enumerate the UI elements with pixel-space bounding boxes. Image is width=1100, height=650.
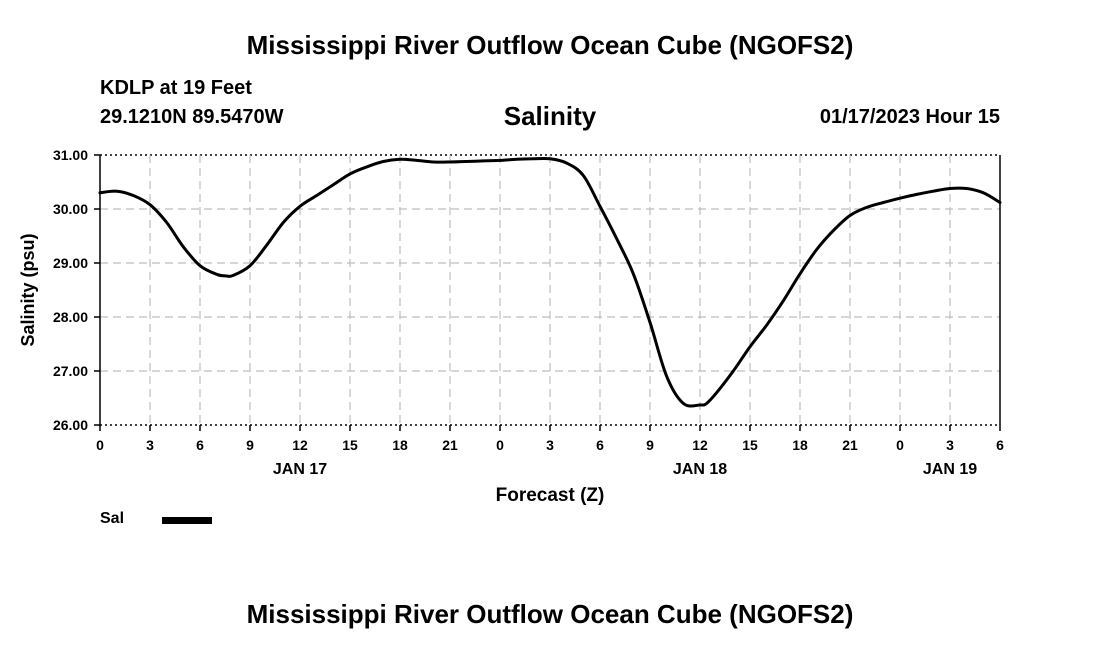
x-tick-label: 0: [96, 437, 104, 453]
x-tick-label: 21: [842, 437, 858, 453]
chart-title: Salinity: [503, 101, 597, 131]
legend-swatch: [162, 517, 212, 524]
date-label: JAN 17: [273, 461, 327, 478]
y-axis-label: Salinity (psu): [18, 233, 38, 346]
station-label: KDLP at 19 Feet: [100, 77, 252, 99]
x-tick-label: 3: [146, 437, 154, 453]
x-tick-label: 6: [996, 437, 1004, 453]
x-tick-label: 9: [246, 437, 254, 453]
y-tick-label: 31.00: [53, 147, 88, 163]
date-label: JAN 18: [673, 461, 727, 478]
suptitle: Mississippi River Outflow Ocean Cube (NG…: [246, 30, 854, 60]
y-tick-label: 26.00: [53, 417, 88, 433]
x-tick-label: 3: [946, 437, 954, 453]
y-tick-label: 29.00: [53, 255, 88, 271]
axes: 26.00 27.00 28.00 29.00 30.00 31.00 0 3 6 9 12 15 18…: [53, 147, 1004, 478]
forecast-datetime: 01/17/2023 Hour 15: [819, 106, 1000, 128]
y-tick-label: 28.00: [53, 309, 88, 325]
y-tick-label: 30.00: [53, 201, 88, 217]
x-tick-label: 0: [896, 437, 904, 453]
x-tick-label: 0: [496, 437, 504, 453]
x-tick-label: 18: [392, 437, 408, 453]
legend-label: Sal: [100, 510, 125, 527]
x-tick-label: 21: [442, 437, 458, 453]
x-tick-label: 15: [742, 437, 758, 453]
grid: [100, 154, 1000, 426]
x-tick-label: 3: [546, 437, 554, 453]
x-tick-label: 18: [792, 437, 808, 453]
x-tick-label: 6: [196, 437, 204, 453]
x-tick-label: 12: [292, 437, 308, 453]
series-layer: [98, 156, 1002, 408]
x-tick-label: 6: [596, 437, 604, 453]
series-line-sal: [98, 156, 1002, 408]
footer-title: Mississippi River Outflow Ocean Cube (NG…: [246, 599, 854, 629]
x-tick-label: 15: [342, 437, 358, 453]
y-tick-label: 27.00: [53, 363, 88, 379]
x-axis-label: Forecast (Z): [496, 485, 605, 506]
x-tick-label: 12: [692, 437, 708, 453]
date-label: JAN 19: [923, 461, 977, 478]
coordinates-label: 29.1210N 89.5470W: [100, 106, 284, 128]
x-tick-label: 9: [646, 437, 654, 453]
